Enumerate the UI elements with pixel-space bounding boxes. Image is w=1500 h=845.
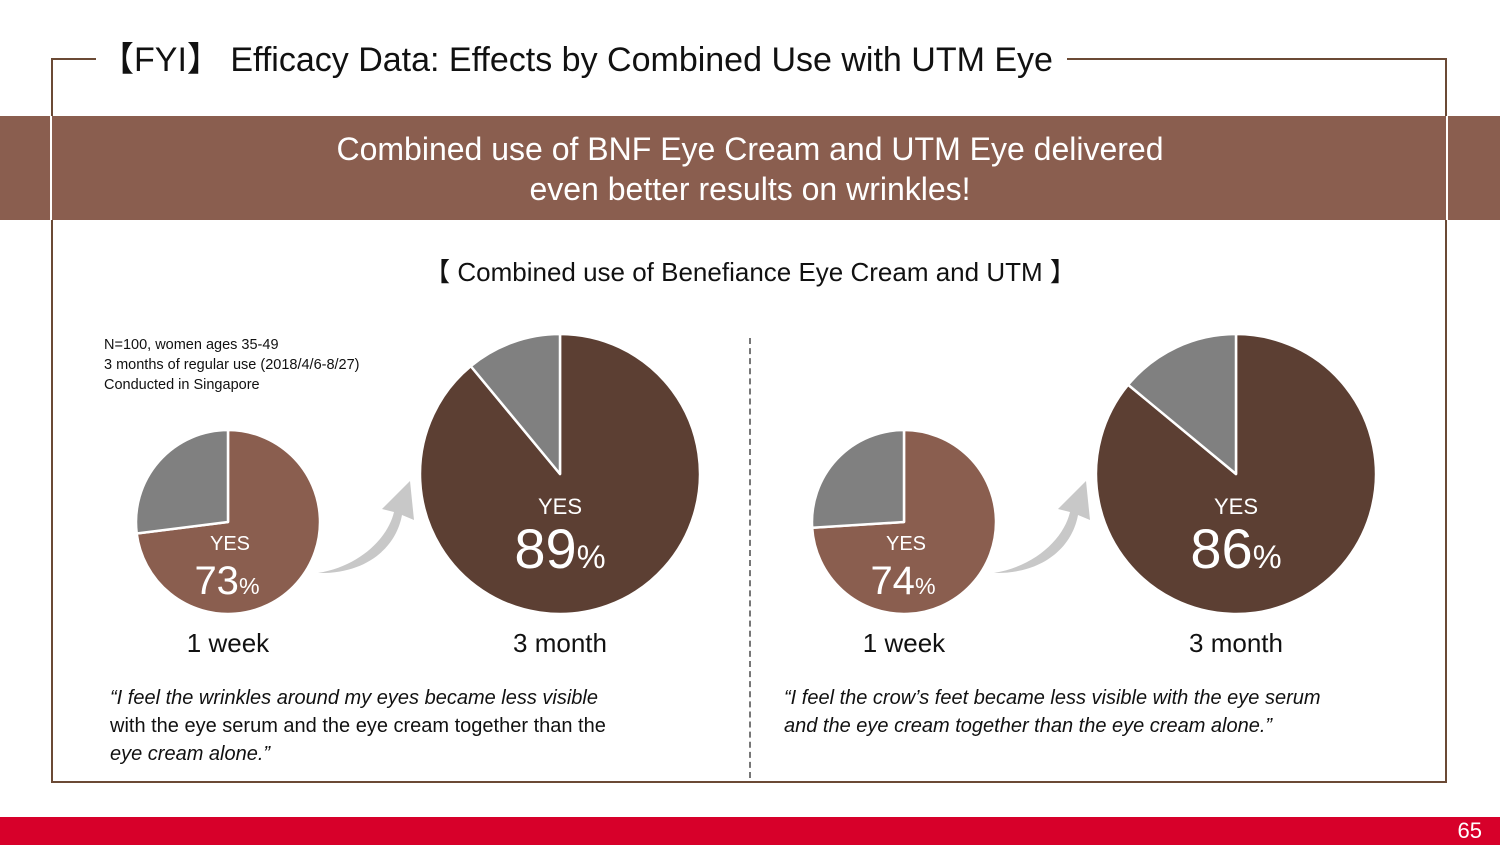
pie-answer-label: YES	[537, 494, 583, 519]
quote-left: “I feel the wrinkles around my eyes beca…	[110, 684, 606, 768]
banner-line-2: even better results on wrinkles!	[529, 171, 971, 207]
section-divider	[749, 338, 751, 778]
quote-line: with the eye serum and the eye cream tog…	[110, 715, 606, 737]
pie-answer-label: YES	[885, 533, 927, 555]
study-note: N=100, women ages 35-49 3 months of regu…	[104, 335, 360, 395]
pie-period-label: 1 week	[862, 628, 946, 658]
pie-period-label: 3 month	[1189, 628, 1283, 658]
pie-slice-other	[810, 428, 906, 530]
study-note-line: Conducted in Singapore	[104, 377, 260, 393]
pie-answer-label: YES	[1213, 494, 1259, 519]
progress-arrow-icon	[994, 481, 1090, 574]
headline-banner: Combined use of BNF Eye Cream and UTM Ey…	[0, 116, 1500, 220]
quote-line: “I feel the wrinkles around my eyes beca…	[110, 687, 598, 709]
pie-slice-other	[134, 428, 230, 535]
progress-arrow-icon	[318, 481, 414, 574]
progress-arrows	[318, 481, 1090, 574]
study-note-line: 3 months of regular use (2018/4/6-8/27)	[104, 357, 360, 373]
frame-edge-right	[1446, 116, 1448, 220]
chart-subtitle: 【 Combined use of Benefiance Eye Cream a…	[424, 257, 1076, 287]
pie-slices	[134, 332, 1378, 616]
pie-value-label: 73%	[194, 559, 260, 603]
pie-slice-other	[1126, 332, 1238, 476]
pie-slice-other	[469, 332, 562, 476]
footer-bar: 65	[0, 817, 1500, 845]
banner-line-1: Combined use of BNF Eye Cream and UTM Ey…	[336, 131, 1164, 167]
frame-edge-left	[50, 116, 52, 220]
pie-period-label: 1 week	[186, 628, 270, 658]
quote-line: “I feel the crow’s feet became less visi…	[784, 687, 1321, 709]
page-title: 【FYI】 Efficacy Data: Effects by Combined…	[96, 38, 1067, 82]
quote-right: “I feel the crow’s feet became less visi…	[784, 684, 1321, 740]
quote-line: eye cream alone.”	[110, 743, 271, 765]
study-note-line: N=100, women ages 35-49	[104, 337, 279, 353]
page-number: 65	[1457, 818, 1482, 843]
quote-line: and the eye cream together than the eye …	[784, 715, 1273, 737]
pie-value-label: 86%	[1190, 517, 1282, 580]
pie-value-label: 89%	[514, 517, 606, 580]
pie-answer-label: YES	[209, 533, 251, 555]
pie-value-label: 74%	[870, 559, 936, 603]
pie-period-label: 3 month	[513, 628, 607, 658]
